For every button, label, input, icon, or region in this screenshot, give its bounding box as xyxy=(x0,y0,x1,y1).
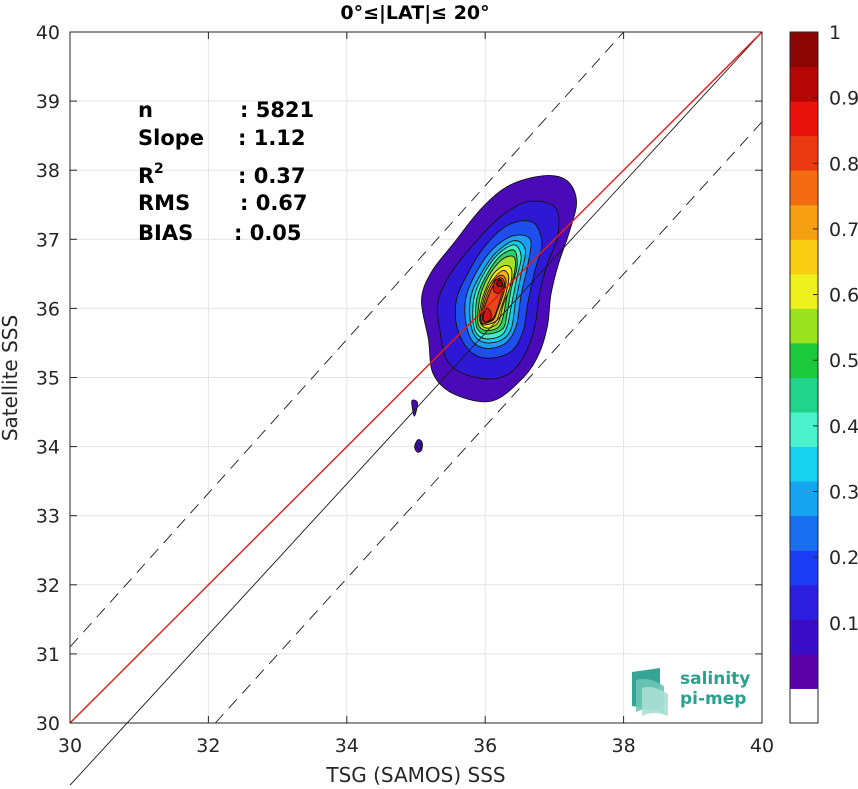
colorbar-tick-label: 0.7 xyxy=(829,219,858,241)
x-tick-label: 34 xyxy=(335,735,359,757)
y-tick-label: 37 xyxy=(36,229,60,251)
colorbar-tick-label: 0.9 xyxy=(829,88,858,110)
colorbar-tick-label: 0.3 xyxy=(829,482,858,504)
x-tick-label: 32 xyxy=(196,735,220,757)
x-axis-label: TSG (SAMOS) SSS xyxy=(325,763,505,787)
colorbar-segment xyxy=(790,239,818,275)
colorbar-segment xyxy=(790,481,818,517)
colorbar-segment xyxy=(790,377,818,413)
stat-label-r: R xyxy=(138,164,154,188)
colorbar-segment xyxy=(790,653,818,689)
salinity-pi-mep-logo: salinity pi-mep xyxy=(632,668,750,716)
lower-bound-line xyxy=(214,121,763,724)
colorbar-tick-label: 0.5 xyxy=(829,350,858,372)
stat-value-slope: : 1.12 xyxy=(238,126,306,150)
density-contour-0_9 xyxy=(482,307,492,323)
colorbar-segment xyxy=(790,515,818,551)
chart-title: 0°≤|LAT|≤ 20° xyxy=(340,2,489,24)
y-axis-label: Satellite SSS xyxy=(0,315,22,441)
colorbar-tick-label: 0.8 xyxy=(829,153,858,175)
logo-text-line1: salinity xyxy=(680,669,750,689)
colorbar-tick-label: 0.6 xyxy=(829,285,858,307)
x-tick-label: 36 xyxy=(473,735,497,757)
y-tick-label: 33 xyxy=(36,506,60,528)
logo-text-line2: pi-mep xyxy=(680,689,746,709)
colorbar-segment xyxy=(790,584,818,620)
colorbar-segment xyxy=(790,688,818,724)
x-tick-label: 40 xyxy=(750,735,774,757)
colorbar-segment xyxy=(790,446,818,482)
density-contour-0_1 xyxy=(416,442,422,450)
stat-label-slope: Slope xyxy=(138,126,204,150)
reference-lines xyxy=(69,31,763,786)
colorbar-tick-label: 1 xyxy=(829,22,841,44)
x-tick-label: 30 xyxy=(58,735,82,757)
colorbar-segment xyxy=(790,170,818,206)
upper-bound-line xyxy=(69,31,624,648)
colorbar-segment xyxy=(790,101,818,137)
stat-value-r: : 0.37 xyxy=(238,164,306,188)
axis-ticks: 30 32 34 36 38 40 30 31 32 33 34 35 36 37 38 39 40 xyxy=(36,22,774,757)
stat-label-bias: BIAS xyxy=(138,221,193,245)
colorbar-segment xyxy=(790,308,818,344)
density-contours xyxy=(411,175,577,453)
colorbar-segment xyxy=(790,204,818,240)
y-tick-label: 36 xyxy=(36,298,60,320)
colorbar-segment xyxy=(790,135,818,171)
y-tick-label: 35 xyxy=(36,368,60,390)
colorbar-tick-label: 0.4 xyxy=(829,416,858,438)
stats-annotation: n : 5821 Slope : 1.12 R 2 : 0.37 RMS : 0.67 BIAS:… xyxy=(138,98,314,245)
stat-value-bias: : 0.05 xyxy=(234,221,302,245)
stat-label-n: n xyxy=(138,98,153,122)
stat-label-superscript: 2 xyxy=(154,161,164,177)
x-tick-label: 38 xyxy=(612,735,636,757)
colorbar-tick-label: 0.1 xyxy=(829,613,858,635)
identity-line xyxy=(69,31,763,786)
y-tick-label: 31 xyxy=(36,644,60,666)
colorbar-segment xyxy=(790,412,818,448)
y-tick-label: 39 xyxy=(36,91,60,113)
stat-label-rms: RMS xyxy=(138,191,190,215)
colorbar-segment xyxy=(790,32,818,68)
stat-value-rms: : 0.67 xyxy=(240,191,308,215)
colorbar-segment xyxy=(790,273,818,309)
y-tick-label: 38 xyxy=(36,160,60,182)
density-contour-1 xyxy=(496,279,503,288)
colorbar-frame xyxy=(789,31,819,724)
plot-area: 30 32 34 36 38 40 30 31 32 33 34 35 36 37 38 39 40 xyxy=(36,22,774,786)
stat-value-n: : 5821 xyxy=(240,98,314,122)
colorbar-segment xyxy=(790,619,818,655)
colorbar-segment xyxy=(790,550,818,586)
wave-logo-icon xyxy=(632,668,668,716)
y-tick-label: 30 xyxy=(36,713,60,735)
y-tick-label: 34 xyxy=(36,437,60,459)
regression-line xyxy=(69,31,763,724)
y-tick-label: 32 xyxy=(36,575,60,597)
y-tick-label: 40 xyxy=(36,22,60,44)
colorbar-segment xyxy=(790,66,818,102)
colorbar-tick-label: 0.2 xyxy=(829,547,858,569)
colorbar: 0.1 0.2 0.3 0.4 0.5 0.6 0.7 0.8 0.9 1 xyxy=(789,22,858,724)
